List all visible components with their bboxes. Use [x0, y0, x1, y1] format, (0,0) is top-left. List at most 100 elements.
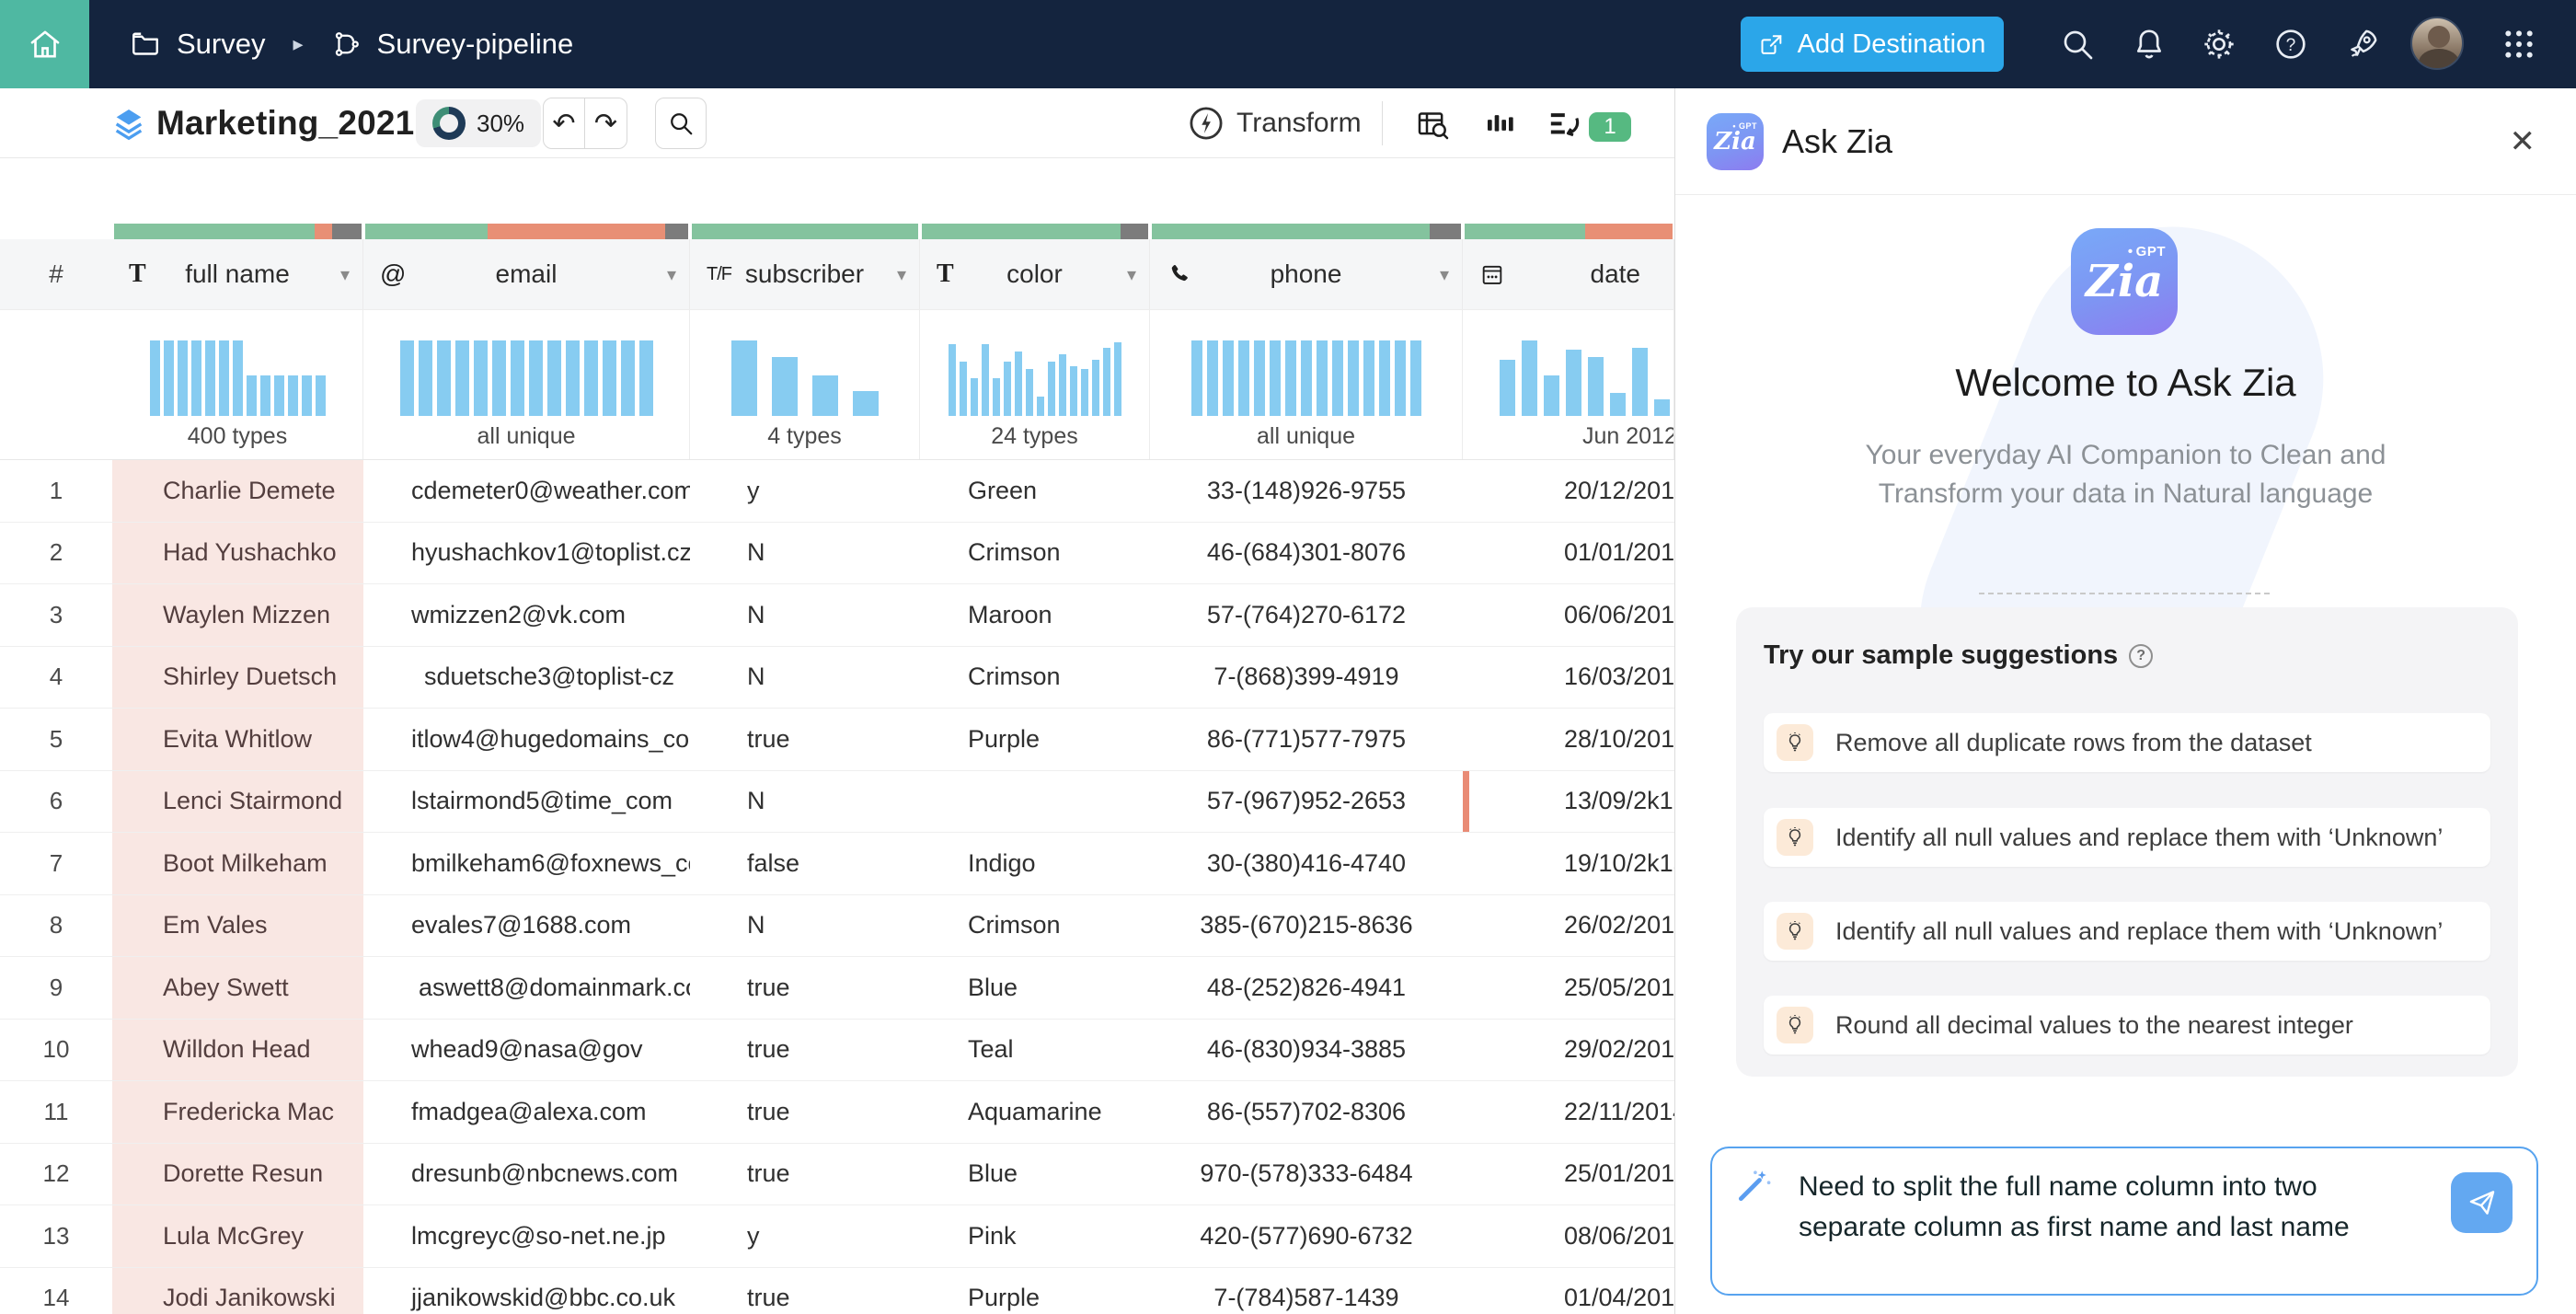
undo-button[interactable]: ↶	[544, 98, 585, 148]
cell-color[interactable]: Indigo	[920, 833, 1150, 894]
cell-full-name[interactable]: Waylen Mizzen	[112, 584, 363, 646]
cell-color[interactable]: Crimson	[920, 647, 1150, 709]
search-icon[interactable]	[2059, 26, 2096, 63]
cell-full-name[interactable]: Em Vales	[112, 895, 363, 957]
help-icon[interactable]: ?	[2272, 26, 2309, 63]
cell-email[interactable]: lmcgreyc@so-net.ne.jp	[363, 1205, 690, 1267]
cell-phone[interactable]: 7-(784)587-1439	[1150, 1268, 1463, 1314]
cell-color[interactable]: Maroon	[920, 584, 1150, 646]
cell-email[interactable]: cdemeter0@weather.com	[363, 460, 690, 522]
table-row[interactable]: 1 Charlie Demete cdemeter0@weather.com y…	[0, 460, 1674, 523]
applied-steps-badge[interactable]: 1	[1589, 112, 1631, 142]
table-row[interactable]: 3 Waylen Mizzen wmizzen2@vk.com N Maroon…	[0, 584, 1674, 647]
histogram-full-name[interactable]: 400 types	[112, 310, 363, 459]
cell-email[interactable]: evales7@1688.com	[363, 895, 690, 957]
table-row[interactable]: 5 Evita Whitlow itlow4@hugedomains_com t…	[0, 709, 1674, 771]
cell-color[interactable]: Green	[920, 460, 1150, 522]
cell-date[interactable]: 08/06/2013	[1463, 1205, 1674, 1267]
histogram-subscriber[interactable]: 4 types	[690, 310, 920, 459]
quality-bar-subscriber[interactable]	[692, 224, 918, 239]
cell-phone[interactable]: 970-(578)333-6484	[1150, 1144, 1463, 1205]
notifications-bell-icon[interactable]	[2131, 26, 2168, 63]
cell-date[interactable]: 06/06/2014	[1463, 584, 1674, 646]
table-row[interactable]: 7 Boot Milkeham bmilkeham6@foxnews_co fa…	[0, 833, 1674, 895]
breadcrumb-project[interactable]: Survey	[177, 28, 265, 61]
cell-color[interactable]: Teal	[920, 1020, 1150, 1081]
cell-date[interactable]: 20/12/2017	[1463, 460, 1674, 522]
cell-subscriber[interactable]: true	[690, 957, 920, 1019]
cell-full-name[interactable]: Lenci Stairmond	[112, 771, 363, 833]
cell-color[interactable]: Aquamarine	[920, 1081, 1150, 1143]
cell-email[interactable]: jjanikowskid@bbc.co.uk	[363, 1268, 690, 1314]
close-icon[interactable]: ✕	[2510, 123, 2536, 160]
home-button[interactable]	[0, 0, 89, 88]
quality-bar-color[interactable]	[922, 224, 1148, 239]
quality-bar-phone[interactable]	[1152, 224, 1461, 239]
histogram-date[interactable]: Jun 2012 - Jun	[1463, 310, 1674, 459]
cell-full-name[interactable]: Boot Milkeham	[112, 833, 363, 894]
cell-date[interactable]: 16/03/2016	[1463, 647, 1674, 709]
column-header-subscriber[interactable]: T/F subscriber ▾	[690, 239, 920, 309]
cell-date[interactable]: 25/01/2019	[1463, 1144, 1674, 1205]
breadcrumb-pipeline[interactable]: Survey-pipeline	[377, 28, 574, 61]
cell-color[interactable]: Crimson	[920, 523, 1150, 584]
chevron-down-icon[interactable]: ▾	[1127, 263, 1136, 286]
suggestion-item[interactable]: Identify all null values and replace the…	[1764, 808, 2490, 867]
cell-full-name[interactable]: Willdon Head	[112, 1020, 363, 1081]
cell-subscriber[interactable]: y	[690, 460, 920, 522]
table-row[interactable]: 14 Jodi Janikowski jjanikowskid@bbc.co.u…	[0, 1268, 1674, 1314]
cell-color[interactable]: Blue	[920, 957, 1150, 1019]
quality-bar-email[interactable]	[365, 224, 688, 239]
table-row[interactable]: 10 Willdon Head whead9@nasa@gov true Tea…	[0, 1020, 1674, 1082]
table-row[interactable]: 4 Shirley Duetsch sduetsche3@toplist-cz …	[0, 647, 1674, 709]
cell-color[interactable]: Blue	[920, 1144, 1150, 1205]
column-header-date[interactable]: date	[1463, 239, 1674, 309]
settings-gear-icon[interactable]	[2201, 26, 2237, 63]
suggestion-item[interactable]: Round all decimal values to the nearest …	[1764, 996, 2490, 1055]
cell-full-name[interactable]: Fredericka Mac	[112, 1081, 363, 1143]
cell-phone[interactable]: 46-(830)934-3885	[1150, 1020, 1463, 1081]
cell-color[interactable]: Crimson	[920, 895, 1150, 957]
cell-email[interactable]: fmadgea@alexa.com	[363, 1081, 690, 1143]
cell-email[interactable]: hyushachkov1@toplist.cz	[363, 523, 690, 584]
column-stats-icon[interactable]	[1483, 107, 1520, 144]
cell-date[interactable]: 22/11/2014	[1463, 1081, 1674, 1143]
table-row[interactable]: 8 Em Vales evales7@1688.com N Crimson 38…	[0, 895, 1674, 958]
cell-subscriber[interactable]: N	[690, 584, 920, 646]
cell-date[interactable]: 25/05/2012	[1463, 957, 1674, 1019]
user-avatar[interactable]	[2410, 17, 2464, 70]
redo-button[interactable]: ↷	[585, 98, 627, 148]
cell-subscriber[interactable]: true	[690, 1268, 920, 1314]
cell-phone[interactable]: 86-(557)702-8306	[1150, 1081, 1463, 1143]
suggestion-item[interactable]: Remove all duplicate rows from the datas…	[1764, 713, 2490, 772]
chevron-down-icon[interactable]: ▾	[897, 263, 906, 286]
table-row[interactable]: 2 Had Yushachko hyushachkov1@toplist.cz …	[0, 523, 1674, 585]
quality-bar-full-name[interactable]	[114, 224, 362, 239]
cell-email[interactable]: dresunb@nbcnews.com	[363, 1144, 690, 1205]
histogram-phone[interactable]: all unique	[1150, 310, 1463, 459]
cell-phone[interactable]: 33-(148)926-9755	[1150, 460, 1463, 522]
cell-phone[interactable]: 57-(967)952-2653	[1150, 771, 1463, 833]
histogram-color[interactable]: 24 types	[920, 310, 1150, 459]
cell-phone[interactable]: 46-(684)301-8076	[1150, 523, 1463, 584]
cell-color[interactable]: Purple	[920, 1268, 1150, 1314]
cell-subscriber[interactable]: true	[690, 1144, 920, 1205]
cell-subscriber[interactable]: N	[690, 647, 920, 709]
zia-chat-input[interactable]: Need to split the full name column into …	[1710, 1147, 2538, 1296]
cell-phone[interactable]: 385-(670)215-8636	[1150, 895, 1463, 957]
cell-full-name[interactable]: Shirley Duetsch	[112, 647, 363, 709]
cell-email[interactable]: itlow4@hugedomains_com	[363, 709, 690, 770]
data-quality-badge[interactable]: 30%	[416, 99, 541, 147]
cell-full-name[interactable]: Abey Swett	[112, 957, 363, 1019]
whats-new-rocket-icon[interactable]	[2344, 26, 2381, 63]
suggestion-item[interactable]: Identify all null values and replace the…	[1764, 902, 2490, 961]
chevron-down-icon[interactable]: ▾	[1440, 263, 1449, 286]
cell-full-name[interactable]: Evita Whitlow	[112, 709, 363, 770]
cell-date[interactable]: 26/02/2018	[1463, 895, 1674, 957]
cell-phone[interactable]: 30-(380)416-4740	[1150, 833, 1463, 894]
cell-color[interactable]: Pink	[920, 1205, 1150, 1267]
cell-subscriber[interactable]: N	[690, 895, 920, 957]
table-row[interactable]: 11 Fredericka Mac fmadgea@alexa.com true…	[0, 1081, 1674, 1144]
cell-subscriber[interactable]: N	[690, 771, 920, 833]
cell-date[interactable]: 01/04/2017	[1463, 1268, 1674, 1314]
